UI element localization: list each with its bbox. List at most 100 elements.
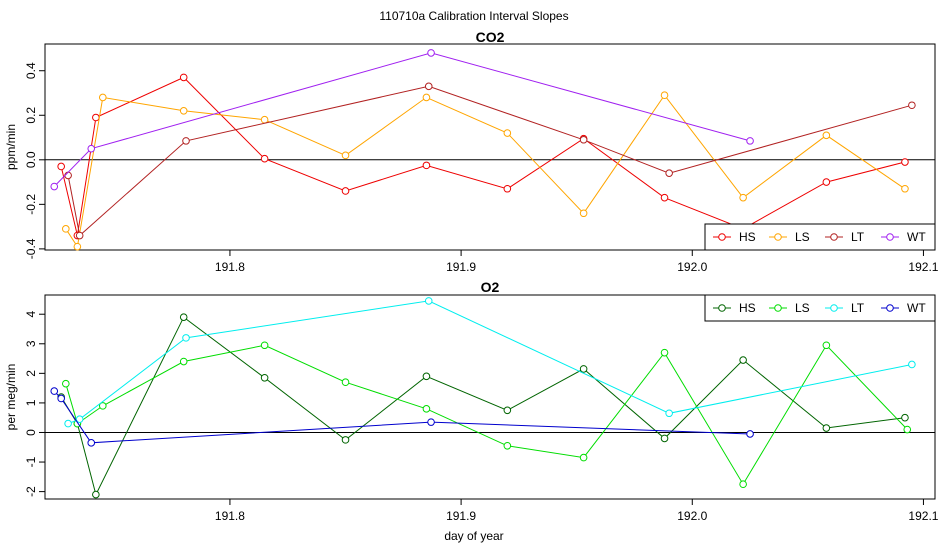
- x-tick-label: 191.9: [446, 509, 476, 523]
- data-point-ls: [822, 131, 831, 140]
- data-point-lt: [665, 169, 673, 177]
- data-point-hs: [660, 193, 669, 202]
- data-point-hs: [179, 73, 188, 82]
- data-point-ls: [62, 379, 70, 388]
- data-point-hs: [822, 424, 831, 432]
- series-line-wt: [53, 390, 751, 444]
- data-point-hs: [341, 436, 350, 444]
- data-point-ls: [422, 405, 431, 413]
- y-tick-label: -0.4: [24, 238, 38, 259]
- x-tick-label: 192.0: [677, 509, 707, 523]
- data-point-hs: [92, 490, 100, 499]
- legend-label-wt: WT: [907, 230, 926, 244]
- y-tick-label: 2: [24, 370, 38, 377]
- series-line-lt: [67, 85, 913, 237]
- data-point-lt: [579, 135, 588, 144]
- data-point-ls: [739, 480, 747, 489]
- data-point-hs: [503, 184, 512, 193]
- data-point-hs: [92, 113, 100, 122]
- y-tick-label: -2: [24, 486, 38, 497]
- data-point-hs: [901, 158, 909, 166]
- legend-label-wt: WT: [907, 301, 926, 315]
- data-point-ls: [422, 93, 431, 102]
- data-point-hs: [739, 356, 747, 364]
- legend-label-ls: LS: [795, 230, 810, 244]
- legend-label-lt: LT: [851, 230, 865, 244]
- y-tick-label: 0.4: [24, 62, 38, 79]
- data-point-lt: [64, 419, 72, 428]
- data-point-hs: [341, 187, 350, 195]
- legend: HS LS LT WT: [704, 294, 936, 322]
- legend-label-hs: HS: [739, 230, 756, 244]
- data-point-hs: [422, 372, 431, 381]
- data-point-hs: [660, 434, 669, 443]
- data-point-wt: [746, 137, 754, 145]
- legend-swatch-marker: [830, 233, 838, 241]
- x-tick-label: 191.8: [215, 260, 245, 274]
- x-axis-label: day of year: [444, 529, 503, 543]
- legend-label-ls: LS: [795, 301, 810, 315]
- y-tick-label: 4: [24, 311, 38, 318]
- y-tick-label: 1: [24, 399, 38, 406]
- data-point-ls: [341, 378, 350, 387]
- x-tick-label: 192.1: [908, 509, 938, 523]
- plot-frame: [44, 43, 936, 251]
- legend-swatch-marker: [886, 304, 894, 312]
- data-point-hs: [260, 154, 269, 163]
- data-point-hs: [422, 161, 431, 170]
- y-tick-label: 3: [24, 340, 38, 347]
- plot-frame: [44, 294, 936, 500]
- data-point-lt: [424, 297, 433, 305]
- data-point-hs: [260, 373, 269, 382]
- data-point-hs: [579, 365, 588, 373]
- figure-title: 110710a Calibration Interval Slopes: [379, 9, 568, 23]
- legend-swatch-marker: [774, 233, 782, 241]
- co2-panel: CO2 ppm/min -0.4 -0.2 0.0 0.2 0.4 191.8 191.9 192…: [4, 29, 939, 274]
- data-point-ls: [822, 341, 831, 350]
- data-point-ls: [62, 225, 70, 233]
- data-point-ls: [579, 453, 588, 462]
- series-line-hs: [60, 76, 906, 236]
- data-point-ls: [98, 402, 107, 410]
- data-point-wt: [427, 418, 435, 426]
- series-line-ls: [65, 344, 908, 486]
- data-point-wt: [87, 439, 96, 447]
- data-point-ls: [503, 129, 512, 137]
- legend-swatch-marker: [886, 233, 894, 241]
- y-tick-label: 0: [24, 429, 38, 436]
- data-point-lt: [908, 101, 916, 110]
- legend-swatch-marker: [718, 233, 726, 241]
- data-point-ls: [260, 115, 269, 124]
- legend-label-lt: LT: [851, 301, 865, 315]
- panel-title: CO2: [476, 29, 505, 45]
- data-point-ls: [260, 341, 269, 350]
- data-point-ls: [179, 107, 188, 115]
- data-point-lt: [75, 231, 84, 240]
- series-line-wt: [53, 52, 751, 187]
- data-point-wt: [427, 49, 435, 57]
- data-point-ls: [73, 242, 82, 251]
- data-point-wt: [746, 430, 754, 438]
- data-point-ls: [503, 441, 512, 450]
- x-tick-label: 191.9: [446, 260, 476, 274]
- data-point-lt: [182, 334, 190, 342]
- data-point-lt: [182, 137, 190, 145]
- series-line-hs: [60, 316, 905, 497]
- x-tick-label: 191.8: [215, 509, 245, 523]
- y-axis-label: per meg/min: [4, 364, 18, 431]
- legend-swatch-marker: [774, 304, 782, 312]
- data-point-ls: [98, 93, 107, 102]
- data-point-ls: [901, 184, 909, 193]
- data-point-wt: [87, 144, 96, 153]
- data-point-ls: [903, 425, 912, 434]
- y-tick-label: -0.2: [24, 194, 38, 215]
- x-tick-label: 192.0: [677, 260, 707, 274]
- data-point-lt: [665, 409, 673, 418]
- data-point-ls: [179, 357, 188, 366]
- legend-swatch-marker: [830, 304, 838, 312]
- data-point-ls: [341, 151, 350, 160]
- data-point-ls: [660, 348, 669, 357]
- legend-label-hs: HS: [739, 301, 756, 315]
- data-point-hs: [503, 406, 512, 415]
- data-point-ls: [660, 91, 669, 100]
